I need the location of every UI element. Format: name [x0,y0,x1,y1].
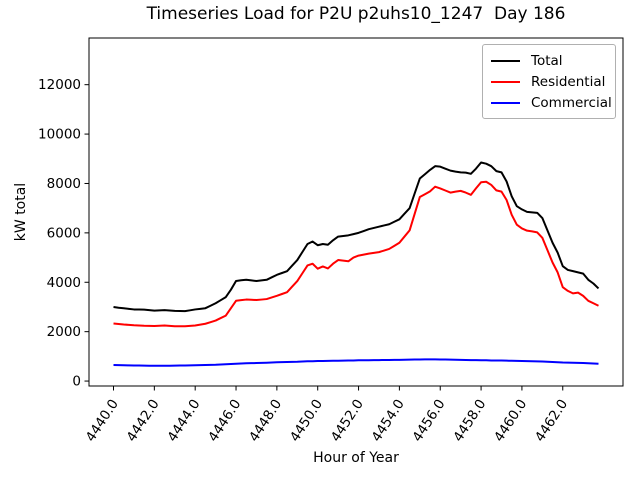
y-tick-label: 0 [72,374,81,390]
chart-title: Timeseries Load for P2U p2uhs10_1247 Day… [146,4,566,24]
x-tick-label: 4446.0 [205,396,244,444]
x-tick-label: 4458.0 [450,396,489,444]
y-tick-label: 4000 [47,275,81,291]
x-tick-label: 4456.0 [409,396,448,444]
x-tick-label: 4450.0 [287,396,326,444]
series-line-total [113,161,600,313]
legend-label: Commercial [531,94,612,111]
y-tick-label: 10000 [38,127,81,143]
y-tick-label: 2000 [47,324,81,340]
legend-line-sample [491,101,520,104]
x-axis-label: Hour of Year [313,450,399,466]
legend-row-total: Total [491,50,607,71]
series-line-commercial [113,358,599,367]
x-tick-label: 4444.0 [164,396,203,444]
legend-label: Total [531,52,563,69]
x-tick-label: 4440.0 [83,396,122,444]
x-tick-label: 4462.0 [532,396,571,444]
y-tick-label: 12000 [38,77,81,93]
y-axis-label: kW total [13,182,29,242]
legend-label: Residential [531,73,606,90]
legend-line-sample [491,59,520,62]
x-tick-label: 4460.0 [491,396,530,444]
x-tick-label: 4442.0 [124,396,163,444]
axes-frame [88,37,624,387]
series-line-residential [113,180,599,328]
y-tick-label: 6000 [47,225,81,241]
legend-row-residential: Residential [491,71,607,92]
legend: Total Residential Commercial [482,44,616,119]
y-tick-label: 8000 [47,176,81,192]
x-tick-label: 4452.0 [328,396,367,444]
legend-row-commercial: Commercial [491,92,612,113]
legend-line-sample [491,80,520,83]
x-tick-label: 4454.0 [369,396,408,444]
x-tick-label: 4448.0 [246,396,285,444]
